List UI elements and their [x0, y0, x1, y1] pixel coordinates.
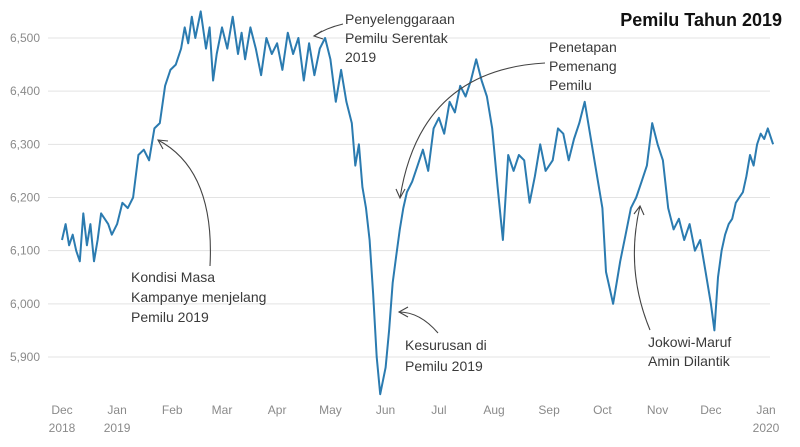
y-tick-label: 5,900: [10, 350, 40, 364]
y-tick-label: 6,000: [10, 297, 40, 311]
annotation-line: Kesurusan di: [405, 337, 487, 353]
x-tick-year: 2020: [753, 421, 780, 435]
arrow-penyelenggaraan: [313, 23, 344, 37]
x-tick-label: Nov: [647, 403, 668, 417]
x-tick-label: Aug: [483, 403, 504, 417]
arrow-kampanye: [157, 139, 211, 267]
x-tick-label: Sep: [538, 403, 560, 417]
x-tick-year: 2018: [49, 421, 76, 435]
series-line: [61, 10, 775, 396]
x-tick-label: Jun: [376, 403, 395, 417]
gridlines: [48, 37, 770, 358]
x-tick-label: Mar: [212, 403, 233, 417]
y-tick-label: 6,500: [10, 31, 40, 45]
annotation-penyelenggaraan: Penyelenggaraan Pemilu Serentak 2019: [345, 11, 459, 65]
x-tick-label: Dec: [51, 403, 72, 417]
x-tick-label: Oct: [593, 403, 612, 417]
annotation-line: Pemilu 2019: [131, 309, 209, 325]
annotation-kesurusan: Kesurusan di Pemilu 2019: [405, 337, 491, 374]
chart-title: Pemilu Tahun 2019: [620, 10, 782, 30]
x-tick-label: May: [319, 403, 342, 417]
arrow-kampanye-head: [157, 139, 169, 150]
arrow-penetapan: [399, 62, 546, 199]
annotation-line: Pemilu Serentak: [345, 30, 449, 46]
y-tick-label: 6,300: [10, 137, 40, 151]
arrow-kesurusan: [398, 311, 439, 334]
annotation-line: Pemilu: [549, 77, 592, 93]
x-tick-label: Apr: [268, 403, 287, 417]
annotation-line: Pemilu 2019: [405, 358, 483, 374]
annotation-line: Kondisi Masa: [131, 269, 215, 285]
x-axis-ticks: Dec 2018 Jan 2019 Feb Mar Apr May Jun Jul Aug Sep Oc…: [49, 403, 780, 435]
annotation-line: Kampanye menjelang: [131, 289, 266, 305]
y-tick-label: 6,200: [10, 191, 40, 205]
x-tick-label: Feb: [162, 403, 183, 417]
arrow-penetapan-head: [395, 188, 406, 200]
y-tick-label: 6,400: [10, 84, 40, 98]
annotation-line: Penetapan: [549, 39, 617, 55]
annotation-penetapan: Penetapan Pemenang Pemilu: [549, 39, 621, 93]
annotation-line: Amin Dilantik: [648, 353, 731, 369]
x-tick-label: Jul: [431, 403, 446, 417]
x-tick-label: Jan: [107, 403, 126, 417]
annotation-line: 2019: [345, 49, 376, 65]
x-tick-year: 2019: [104, 421, 131, 435]
annotation-line: Jokowi-Maruf: [648, 334, 731, 350]
y-tick-label: 6,100: [10, 244, 40, 258]
x-tick-label: Jan: [756, 403, 775, 417]
arrow-jokowi: [633, 205, 651, 331]
arrow-jokowi-head: [633, 204, 645, 216]
arrow-kesurusan-head: [397, 306, 409, 318]
annotation-line: Penyelenggaraan: [345, 11, 455, 27]
annotation-arrows: [157, 23, 651, 334]
arrow-penyelenggaraan-head: [312, 30, 324, 40]
annotation-kampanye: Kondisi Masa Kampanye menjelang Pemilu 2…: [131, 269, 270, 325]
x-tick-label: Dec: [700, 403, 721, 417]
y-axis-ticks: 5,900 6,000 6,100 6,200 6,300 6,400 6,500: [10, 31, 40, 364]
annotation-jokowi: Jokowi-Maruf Amin Dilantik: [648, 334, 735, 369]
annotation-line: Pemenang: [549, 58, 617, 74]
